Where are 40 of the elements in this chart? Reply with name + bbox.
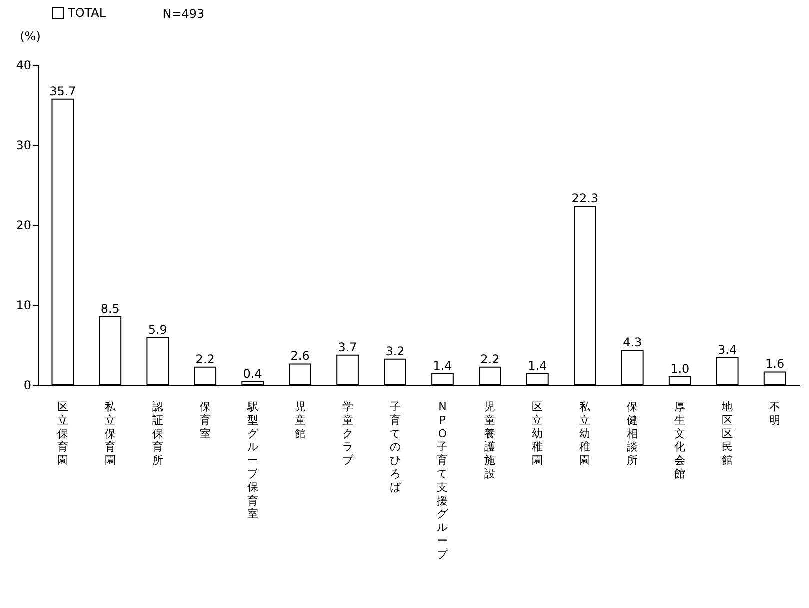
y-axis-title: (%)	[20, 30, 41, 44]
text: 5.9	[148, 322, 168, 337]
x-tick-label: 認証保育所	[152, 400, 164, 468]
text: 3.2	[386, 344, 405, 358]
y-tick-label: 30	[16, 138, 32, 152]
x-tick-label: 私立保育園	[104, 400, 117, 468]
y-tick-label: 0	[24, 378, 32, 392]
text: 2.2	[196, 352, 215, 366]
text: 4.3	[623, 336, 642, 350]
y-tick-label: 40	[16, 58, 32, 72]
text: 22.3	[572, 192, 599, 206]
y-tick-label: 10	[16, 298, 32, 312]
text: 3.7	[338, 340, 358, 354]
text: 1.0	[670, 362, 690, 376]
x-tick-label: 地区区民館	[721, 400, 734, 468]
text: 2.2	[480, 352, 500, 366]
y-tick-label: 20	[16, 218, 32, 232]
text: 3.4	[718, 342, 738, 357]
x-tick-label: 子育てのひろば	[390, 400, 402, 494]
text: 1.4	[433, 358, 452, 373]
category-label: NPO子育て支援グループ	[437, 400, 448, 561]
text: 8.5	[100, 302, 120, 316]
text: 1.6	[766, 357, 785, 372]
x-tick-label: 保育室	[200, 400, 211, 440]
legend-label: TOTAL	[67, 6, 106, 20]
x-tick-label: 厚生文化会館	[674, 400, 686, 480]
x-tick-label: 私立幼稚園	[580, 400, 592, 468]
x-tick-label: 区立保育園	[57, 400, 68, 468]
text: N=493	[162, 7, 205, 21]
text: 1.4	[528, 358, 548, 373]
category-label: 駅型グループ保育室	[247, 400, 258, 521]
x-tick-label: 区立幼稚園	[532, 400, 544, 468]
x-tick-label: 保健相談所	[627, 400, 638, 468]
x-tick-label: 学童クラブ	[342, 400, 354, 468]
text: 35.7	[50, 84, 76, 98]
text: 0.4	[243, 366, 262, 381]
x-tick-label: 不明	[770, 400, 781, 427]
x-tick-label: 児童館	[294, 400, 306, 440]
x-tick-label: 児童養護施設	[484, 400, 496, 480]
text: 2.6	[290, 349, 310, 364]
